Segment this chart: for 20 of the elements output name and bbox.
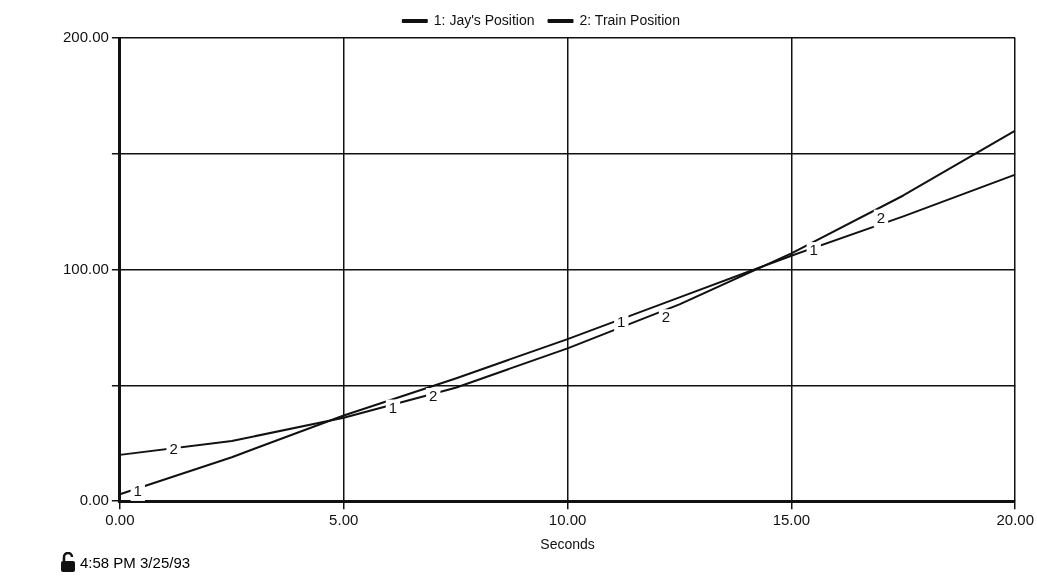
annotation: 2 xyxy=(876,208,886,226)
annotation: 1 xyxy=(809,241,818,259)
annotation: 2 xyxy=(661,308,671,326)
x-tick-label: 10.00 xyxy=(548,511,587,529)
y-tick-label: 200.00 xyxy=(62,28,109,46)
x-axis-title: Seconds xyxy=(540,536,595,553)
y-tick-label: 0.00 xyxy=(79,491,109,509)
x-tick-label: 0.00 xyxy=(105,511,135,529)
annotation: 2 xyxy=(169,440,178,458)
x-tick-label: 20.00 xyxy=(996,511,1035,529)
y-tick-label: 100.00 xyxy=(62,259,109,277)
legend-label: 1: Jay's Position xyxy=(433,11,535,28)
annotation: 1 xyxy=(388,398,398,416)
annotation: 1 xyxy=(617,313,626,331)
text: 4:58 PM 3/25/93 xyxy=(80,553,191,571)
x-tick-label: 5.00 xyxy=(329,511,359,529)
legend-label: 2: Train Position xyxy=(579,11,680,28)
x-tick-label: 15.00 xyxy=(772,511,811,529)
annotation: 1 xyxy=(133,482,142,500)
annotation: 2 xyxy=(429,387,438,405)
